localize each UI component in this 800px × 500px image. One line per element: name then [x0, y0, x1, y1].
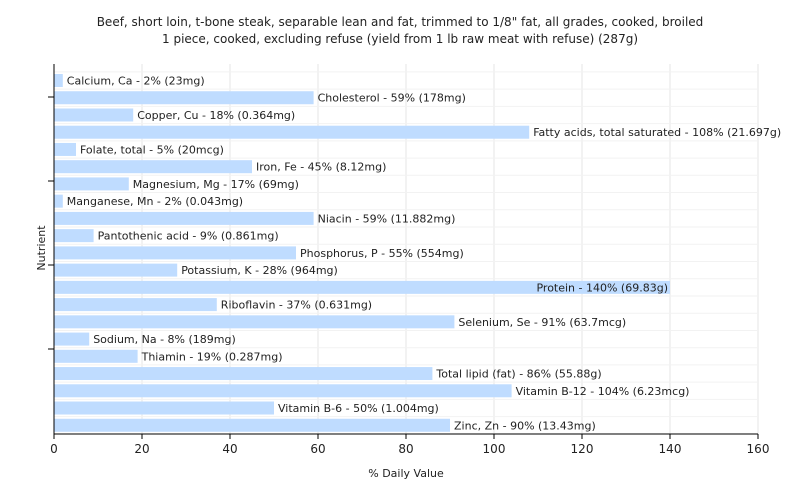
bar-label: Vitamin B-6 - 50% (1.004mg) — [278, 402, 439, 415]
x-tick-label: 140 — [659, 442, 682, 456]
x-tick-label: 100 — [483, 442, 506, 456]
bar — [54, 349, 138, 363]
bar-label: Folate, total - 5% (20mcg) — [80, 143, 224, 156]
bar-label: Selenium, Se - 91% (63.7mcg) — [458, 316, 626, 329]
bar — [54, 229, 94, 243]
bar — [54, 91, 314, 105]
bar — [54, 298, 217, 312]
bar-label: Potassium, K - 28% (964mg) — [181, 264, 338, 277]
bar — [54, 401, 274, 415]
bar-label: Total lipid (fat) - 86% (55.88g) — [435, 368, 601, 381]
bar — [54, 246, 296, 260]
bar — [54, 142, 76, 156]
bar — [54, 280, 670, 294]
bar — [54, 332, 90, 346]
bars: Calcium, Ca - 2% (23mg) Cholesterol - 59%… — [54, 74, 781, 432]
chart-subtitle: 1 piece, cooked, excluding refuse (yield… — [162, 32, 638, 46]
bar — [54, 125, 530, 139]
bar — [54, 74, 63, 87]
bar-label: Cholesterol - 59% (178mg) — [318, 92, 466, 105]
bar-label: Manganese, Mn - 2% (0.043mg) — [67, 195, 243, 208]
bar-label: Copper, Cu - 18% (0.364mg) — [137, 109, 295, 122]
bar — [54, 194, 63, 208]
bar — [54, 160, 252, 174]
bar — [54, 315, 455, 329]
bar-label: Pantothenic acid - 9% (0.861mg) — [98, 230, 279, 243]
bar-label: Protein - 140% (69.83g) — [536, 281, 668, 294]
chart-title: Beef, short loin, t-bone steak, separabl… — [96, 15, 704, 29]
bar — [54, 384, 512, 398]
bar-label: Riboflavin - 37% (0.631mg) — [221, 299, 372, 312]
x-tick-label: 120 — [571, 442, 594, 456]
bar — [54, 418, 450, 432]
x-axis-title: % Daily Value — [368, 467, 444, 480]
bar-label: Thiamin - 19% (0.287mg) — [141, 350, 283, 363]
bar — [54, 263, 178, 277]
x-tick-label: 20 — [134, 442, 149, 456]
x-tick-label: 160 — [747, 442, 770, 456]
bar-label: Zinc, Zn - 90% (13.43mg) — [454, 419, 596, 432]
bar-label: Sodium, Na - 8% (189mg) — [93, 333, 236, 346]
bar-label: Calcium, Ca - 2% (23mg) — [67, 75, 205, 88]
bar-label: Niacin - 59% (11.882mg) — [318, 212, 456, 225]
bar-label: Fatty acids, total saturated - 108% (21.… — [533, 126, 781, 139]
bar — [54, 177, 129, 191]
bar — [54, 367, 433, 381]
bar-label: Magnesium, Mg - 17% (69mg) — [133, 178, 299, 191]
bar — [54, 108, 134, 122]
bar-label: Iron, Fe - 45% (8.12mg) — [256, 161, 386, 174]
bar — [54, 211, 314, 225]
bar-label: Phosphorus, P - 55% (554mg) — [300, 247, 464, 260]
x-tick-label: 40 — [222, 442, 237, 456]
x-tick-label: 0 — [50, 442, 58, 456]
x-tick-label: 80 — [398, 442, 413, 456]
y-axis-title: Nutrient — [35, 225, 48, 271]
x-tick-label: 60 — [310, 442, 325, 456]
bar-label: Vitamin B-12 - 104% (6.23mcg) — [516, 385, 690, 398]
axes: 0 20 40 60 80 100 120 140 160 — [48, 64, 769, 456]
